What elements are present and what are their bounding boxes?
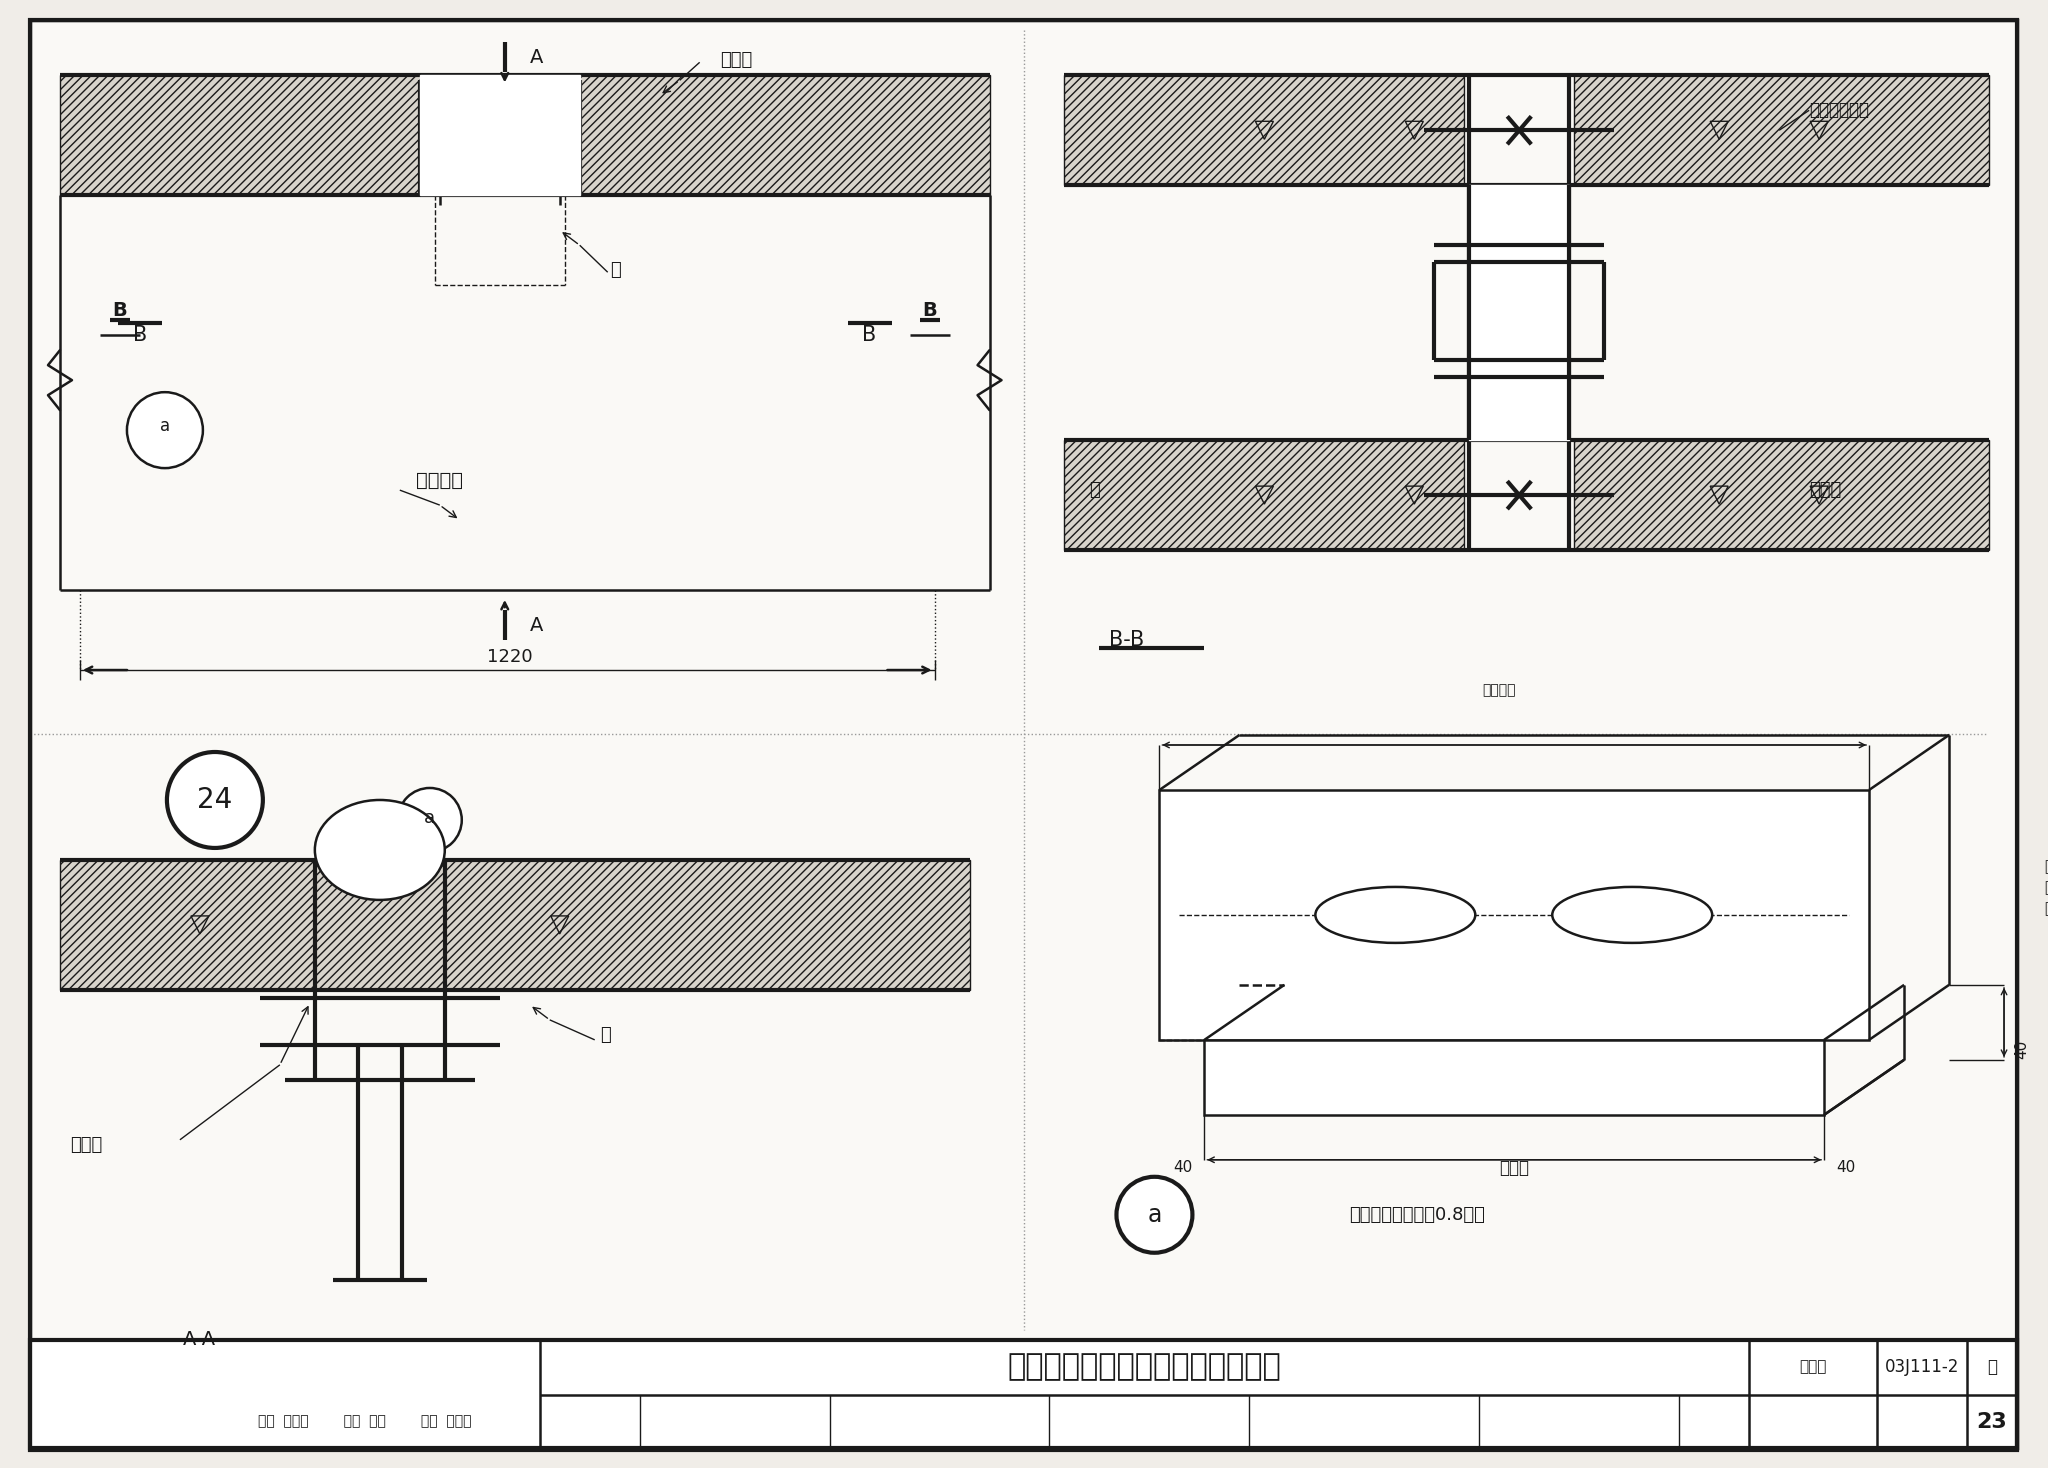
- Text: 过梁卡: 过梁卡: [70, 1136, 102, 1154]
- Text: a: a: [1147, 1202, 1161, 1227]
- Text: 同龙骨宽: 同龙骨宽: [1483, 683, 1516, 697]
- Text: B: B: [922, 301, 936, 320]
- Text: a: a: [424, 809, 436, 826]
- Text: 图集号: 图集号: [1800, 1359, 1827, 1374]
- Ellipse shape: [315, 800, 444, 900]
- Circle shape: [168, 752, 262, 849]
- Text: 03J111-2: 03J111-2: [1884, 1358, 1960, 1376]
- Text: B: B: [862, 326, 877, 345]
- Bar: [1468, 185, 1569, 440]
- Text: A-A: A-A: [184, 1330, 217, 1349]
- Bar: [1575, 440, 1989, 550]
- Text: 梁: 梁: [1090, 482, 1100, 499]
- Bar: [1065, 440, 1464, 550]
- Bar: [315, 860, 444, 989]
- Text: 金属胀锚螺栓: 金属胀锚螺栓: [1808, 101, 1870, 119]
- Text: 过梁卡（镀锌钢板0.8厚）: 过梁卡（镀锌钢板0.8厚）: [1350, 1205, 1485, 1224]
- Bar: [444, 860, 969, 989]
- Ellipse shape: [1315, 887, 1475, 942]
- Bar: [1575, 75, 1989, 185]
- Text: B: B: [133, 326, 147, 345]
- Text: 审核  李长发        校对  徐畅        设计  熊火生: 审核 李长发 校对 徐畅 设计 熊火生: [258, 1415, 471, 1428]
- Text: 页: 页: [1987, 1358, 1997, 1376]
- Circle shape: [1116, 1177, 1192, 1252]
- Circle shape: [127, 392, 203, 468]
- Text: 24: 24: [197, 785, 233, 813]
- Text: 墙板与结构梁、板连接节点（二）: 墙板与结构梁、板连接节点（二）: [1008, 1352, 1282, 1381]
- Text: 40: 40: [1174, 1160, 1192, 1176]
- Text: 1220: 1220: [487, 647, 532, 666]
- Text: 普通墙板: 普通墙板: [416, 471, 463, 490]
- Text: a: a: [160, 417, 170, 435]
- Text: 40: 40: [2015, 1041, 2030, 1060]
- Bar: [1065, 75, 1464, 185]
- Bar: [1204, 1039, 1825, 1114]
- Ellipse shape: [1552, 887, 1712, 942]
- Text: 楼顶面: 楼顶面: [719, 51, 752, 69]
- Bar: [420, 75, 580, 195]
- Text: 梁: 梁: [600, 1026, 610, 1044]
- Text: 槽
梁
宽: 槽 梁 宽: [2044, 859, 2048, 916]
- Text: 40: 40: [1837, 1160, 1855, 1176]
- Bar: [31, 1340, 2017, 1450]
- Bar: [1159, 790, 1870, 1039]
- Circle shape: [397, 788, 461, 851]
- Bar: [59, 75, 989, 195]
- Text: 同梁宽: 同梁宽: [1499, 1158, 1530, 1177]
- Text: B-B: B-B: [1110, 630, 1145, 650]
- Text: A: A: [530, 615, 543, 634]
- Text: 梁: 梁: [610, 261, 621, 279]
- Text: A: A: [530, 48, 543, 68]
- Text: 23: 23: [1976, 1412, 2007, 1431]
- Text: B: B: [113, 301, 127, 320]
- Bar: [59, 860, 315, 989]
- Text: 过梁卡: 过梁卡: [1808, 482, 1841, 499]
